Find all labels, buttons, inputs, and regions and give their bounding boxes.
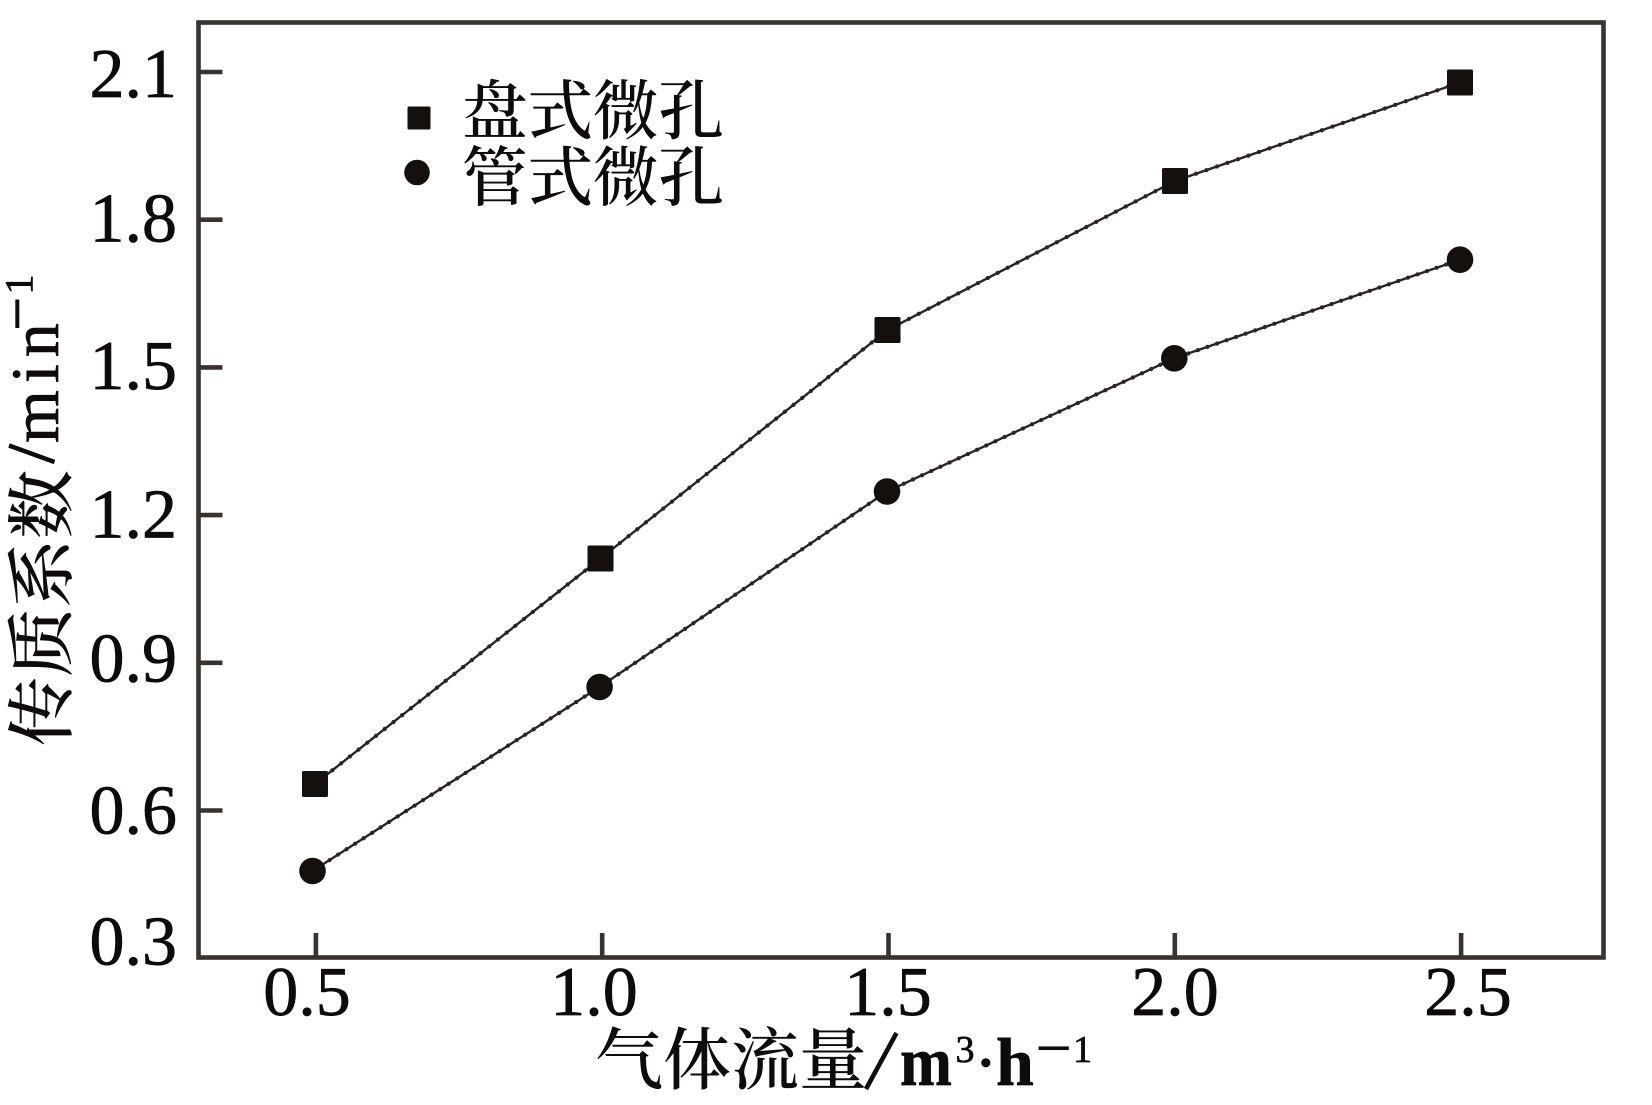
svg-text:0.6: 0.6 [90, 773, 178, 850]
svg-text:0.3: 0.3 [90, 904, 178, 981]
svg-text:0.5: 0.5 [263, 954, 351, 1031]
svg-text:2.5: 2.5 [1424, 954, 1512, 1031]
svg-text:1.5: 1.5 [90, 328, 178, 405]
svg-text:1.5: 1.5 [844, 954, 932, 1031]
svg-text:1.2: 1.2 [90, 477, 178, 554]
svg-text:2.0: 2.0 [1131, 954, 1219, 1031]
svg-text:m: m [900, 1024, 952, 1101]
svg-text:2.1: 2.1 [90, 36, 178, 113]
svg-text:1.0: 1.0 [550, 954, 638, 1031]
svg-text:1: 1 [0, 275, 42, 295]
svg-text:1: 1 [1073, 1029, 1092, 1071]
svg-text:0.9: 0.9 [90, 621, 178, 698]
svg-text:h: h [996, 1024, 1034, 1100]
svg-text:1.8: 1.8 [90, 181, 178, 258]
svg-text:min: min [0, 316, 73, 443]
svg-text:3: 3 [956, 1029, 975, 1071]
